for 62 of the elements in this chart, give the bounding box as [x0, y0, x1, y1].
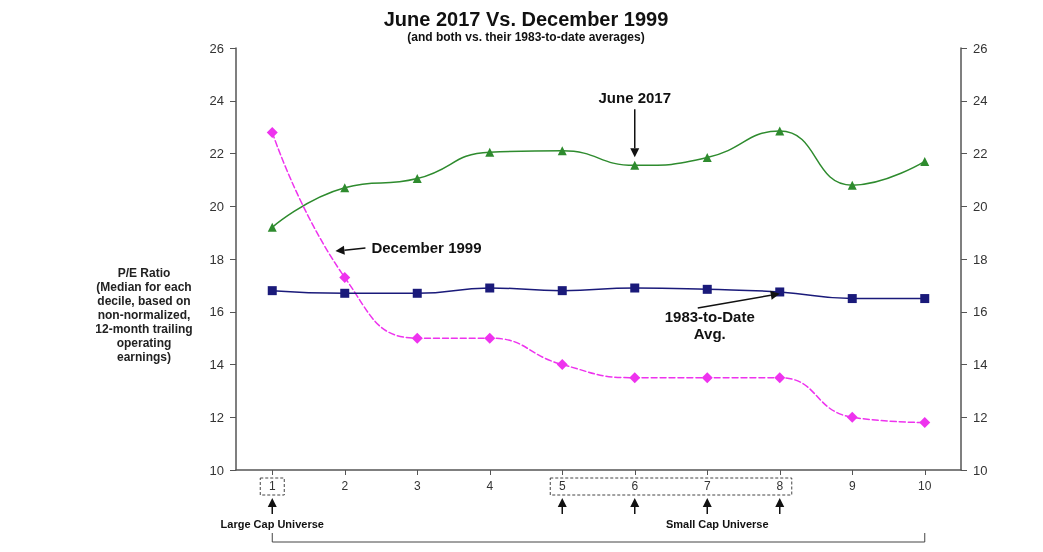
x-tick-label: 2 — [341, 479, 349, 493]
y2-tick-label: 22 — [973, 146, 988, 161]
y2-tick-label: 10 — [973, 462, 988, 478]
point — [629, 372, 641, 384]
y-tick-label: 14 — [209, 357, 224, 372]
point — [846, 411, 858, 423]
point — [557, 286, 567, 296]
point — [556, 359, 568, 370]
point — [267, 286, 277, 296]
text: June 2017 — [598, 89, 672, 107]
x-tick-label: 8 — [776, 479, 784, 493]
point — [484, 332, 496, 344]
point — [847, 294, 857, 304]
point — [412, 288, 422, 298]
y-tick-label: 10 — [209, 462, 224, 478]
point — [775, 126, 785, 136]
x-tick-label: 10 — [918, 479, 932, 493]
y-tick-label: 26 — [209, 40, 224, 56]
x-tick-label: 1 — [268, 479, 276, 493]
point — [701, 372, 713, 384]
x-tick-label: 5 — [558, 479, 566, 493]
point — [919, 417, 931, 429]
x-tick-label: 3 — [413, 479, 421, 493]
x-tick-label: 6 — [631, 479, 639, 493]
y2-tick-label: 24 — [973, 93, 988, 109]
y2-tick-label: 16 — [973, 304, 988, 320]
point — [411, 332, 423, 344]
point — [266, 126, 278, 138]
point — [774, 372, 786, 384]
y2-tick-label: 26 — [973, 40, 988, 56]
y-tick-label: 22 — [209, 146, 224, 161]
point — [702, 284, 712, 294]
point — [485, 147, 495, 157]
series-label: 1983-to-Date Avg. — [664, 307, 755, 342]
x-tick-label: 7 — [703, 479, 711, 493]
point — [267, 222, 277, 232]
point — [847, 180, 857, 190]
chart-title: June 2017 Vs. December 1999 — [383, 8, 669, 30]
point — [920, 156, 930, 166]
point — [339, 271, 351, 283]
chart-subtitle: (and both vs. their 1983-to-date averages) — [407, 30, 645, 44]
x-tick-label: 4 — [486, 479, 494, 493]
point — [630, 283, 640, 293]
x-tick-label: 9 — [848, 479, 856, 493]
y-axis-title: P/E Ratio (Median for each decile, based on non-normalized, 12-month trailing operating earnings) — [94, 266, 194, 364]
point — [630, 160, 640, 170]
point — [340, 288, 350, 298]
text: Small Cap Universe — [665, 518, 769, 530]
y-tick-label: 16 — [209, 304, 224, 320]
text: December 1999 — [371, 239, 482, 257]
y2-tick-label: 18 — [973, 251, 988, 267]
y2-tick-label: 14 — [973, 357, 988, 372]
y-tick-label: 24 — [209, 93, 224, 109]
y-tick-label: 20 — [209, 198, 224, 214]
text: Large Cap Universe — [220, 518, 324, 530]
y2-tick-label: 12 — [973, 409, 988, 425]
y-tick-label: 18 — [209, 251, 224, 267]
y2-tick-label: 20 — [973, 198, 988, 214]
point — [702, 152, 712, 162]
point — [920, 294, 930, 304]
y-tick-label: 12 — [209, 409, 224, 425]
point — [485, 283, 495, 293]
